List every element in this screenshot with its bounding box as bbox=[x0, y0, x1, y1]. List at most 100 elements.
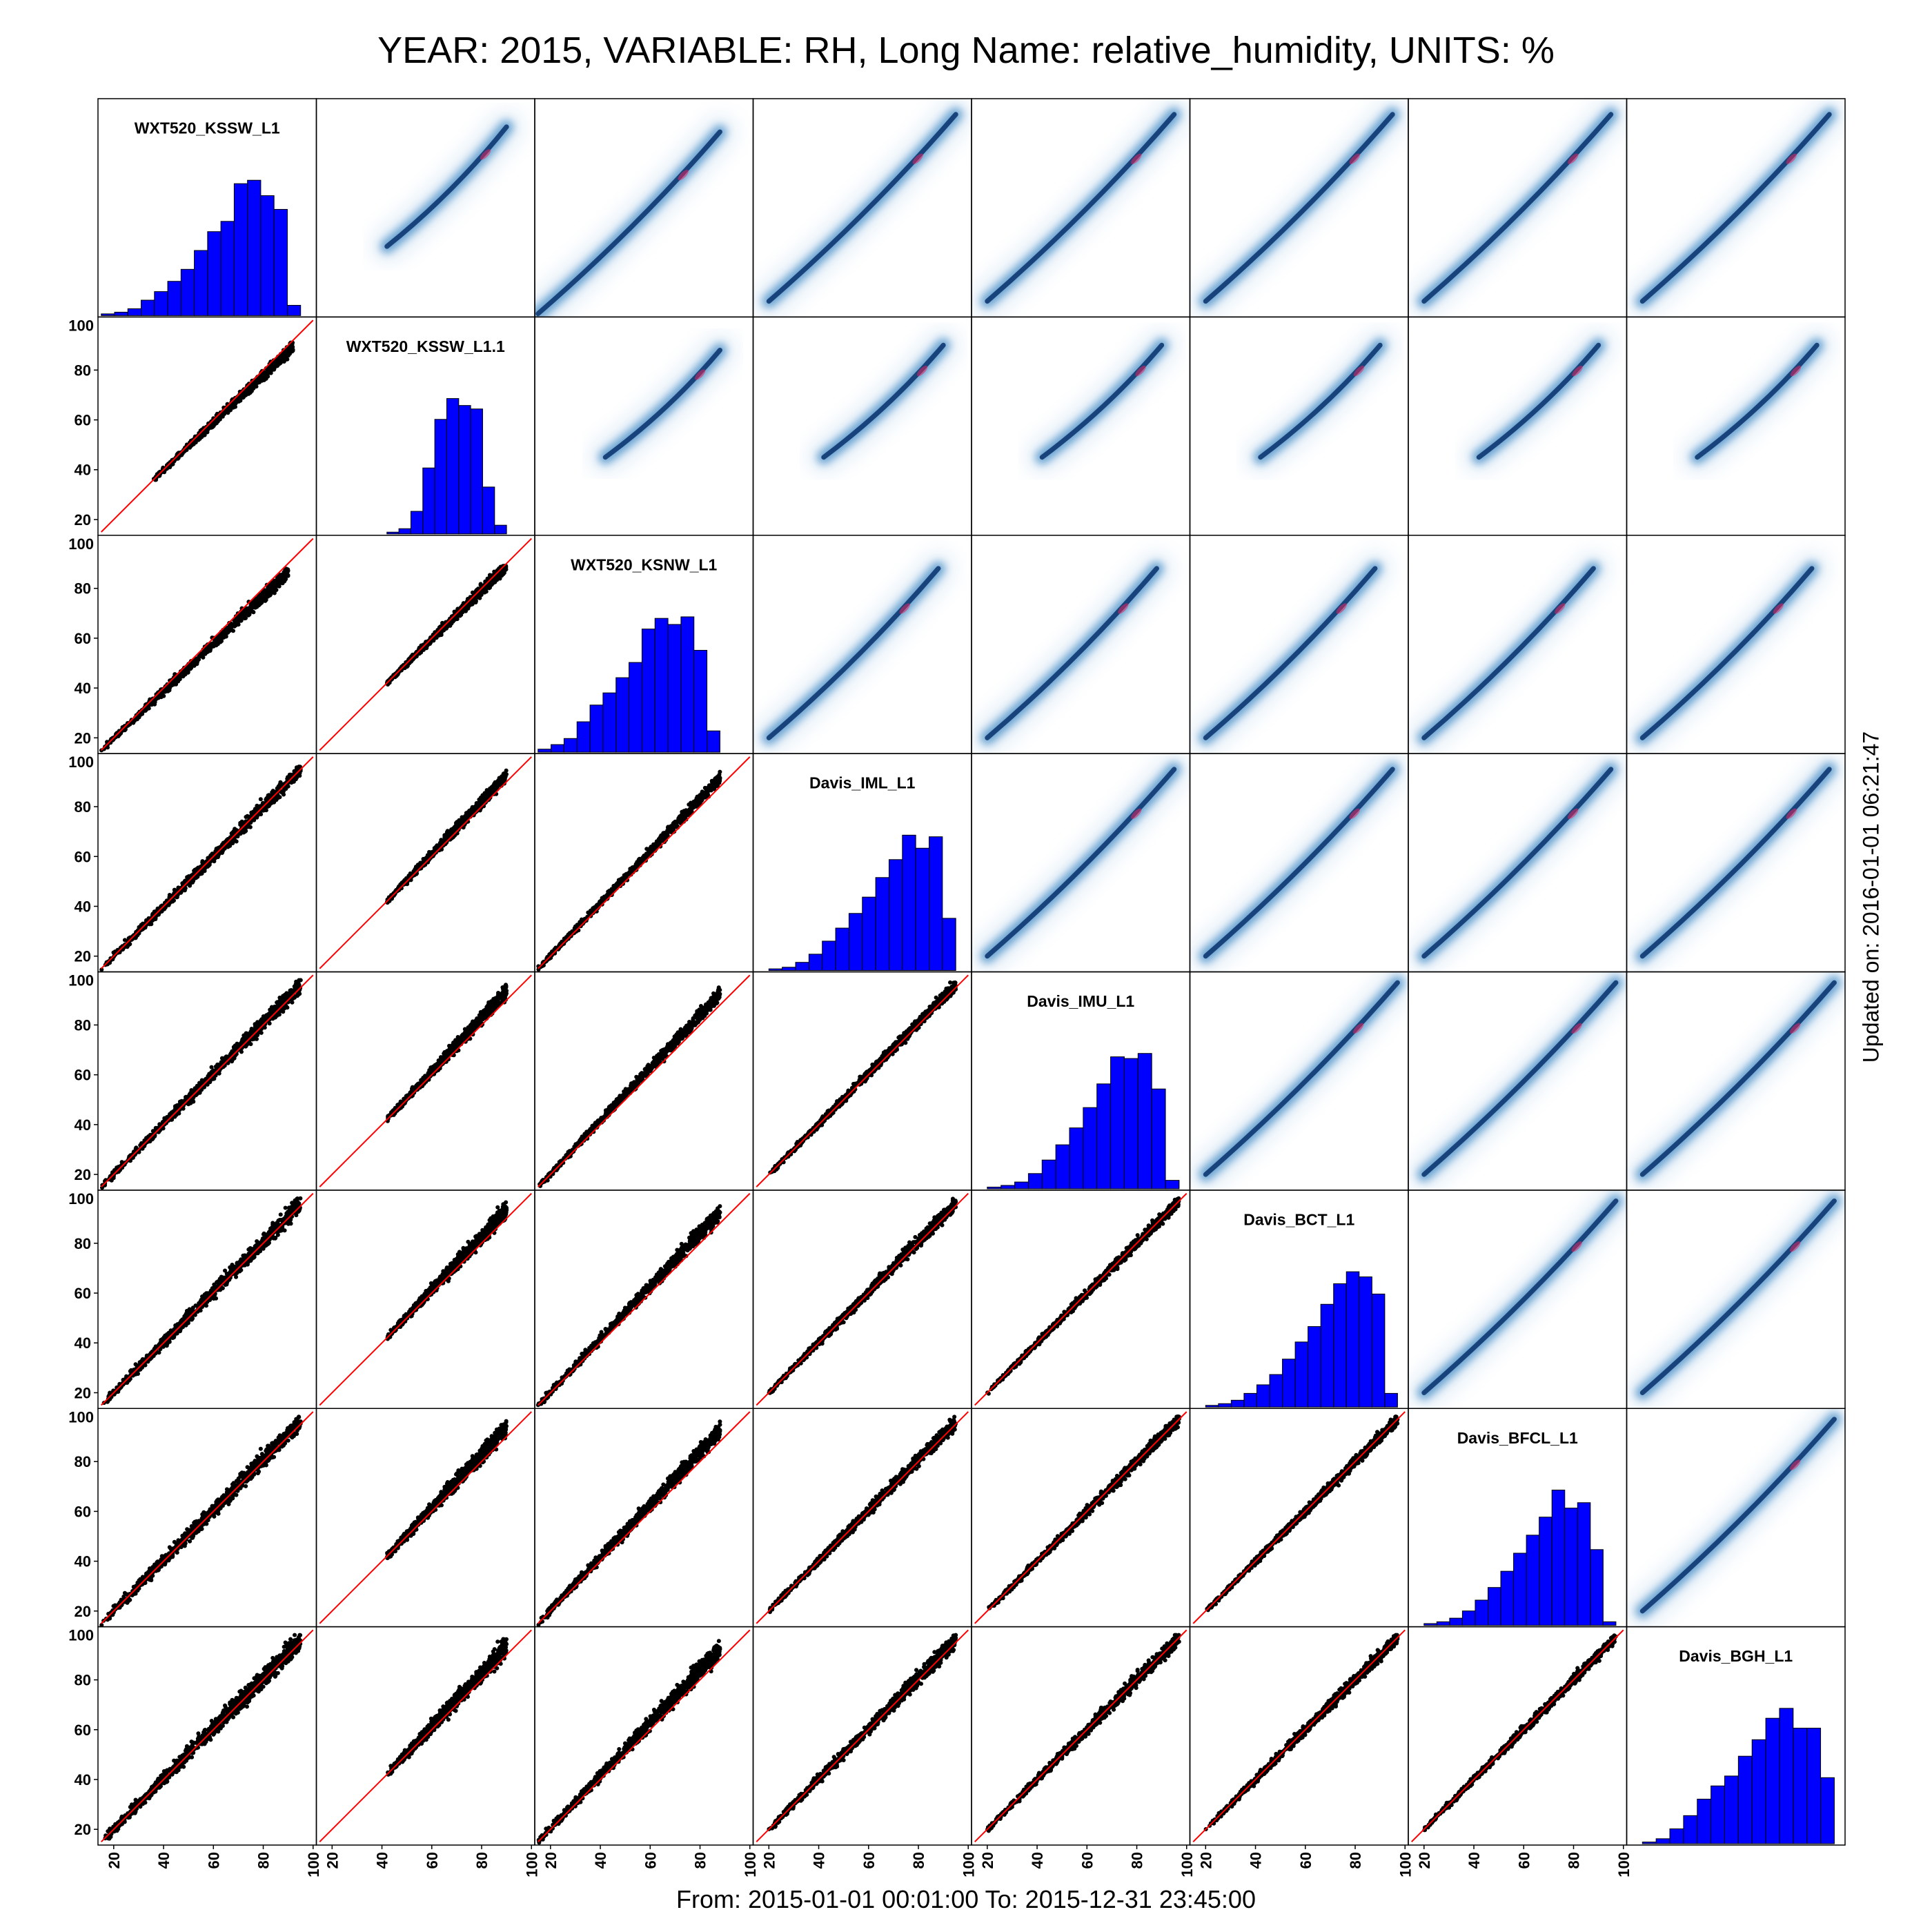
histogram-bar bbox=[127, 308, 142, 316]
histogram-bar bbox=[1820, 1777, 1835, 1844]
histogram-bar bbox=[1230, 1399, 1245, 1408]
x-tick-label: 80 bbox=[910, 1852, 927, 1869]
scatter-points bbox=[767, 1633, 958, 1831]
density-core bbox=[1203, 112, 1395, 304]
histogram-bar bbox=[888, 859, 903, 971]
histogram-panel: Davis_IMU_L1 bbox=[987, 992, 1180, 1190]
density-panel bbox=[1408, 99, 1626, 317]
density-panel bbox=[808, 330, 959, 473]
density-core bbox=[1639, 1417, 1837, 1614]
one-to-one-line bbox=[756, 974, 969, 1187]
one-to-one-line bbox=[101, 1192, 314, 1406]
scatter-panel bbox=[536, 756, 751, 972]
density-core bbox=[1639, 980, 1837, 1177]
scatter-panel bbox=[538, 974, 751, 1188]
histogram-bar bbox=[1539, 1517, 1552, 1626]
histogram-bar bbox=[194, 250, 208, 316]
x-tick-label: 60 bbox=[424, 1852, 441, 1869]
y-tick-label: 20 bbox=[75, 511, 91, 529]
histogram-bar bbox=[1320, 1303, 1334, 1408]
density-peak bbox=[1131, 153, 1142, 164]
y-tick-label: 80 bbox=[75, 362, 91, 379]
histogram-bar bbox=[667, 624, 682, 753]
scatter-panel bbox=[1192, 1411, 1406, 1624]
scatter-panel bbox=[756, 974, 969, 1187]
scatter-panel bbox=[535, 1192, 751, 1408]
panel-border bbox=[1626, 1626, 1846, 1846]
histogram-bar bbox=[398, 528, 411, 535]
scatter-points bbox=[536, 1419, 722, 1627]
one-to-one-line bbox=[101, 538, 314, 751]
variable-label: WXT520_KSSW_L1 bbox=[135, 119, 280, 137]
histogram-bar bbox=[1256, 1384, 1270, 1408]
histogram-bar bbox=[1384, 1392, 1398, 1408]
x-tick-label: 40 bbox=[811, 1852, 828, 1869]
y-tick-label: 80 bbox=[75, 1235, 91, 1252]
histogram-bar bbox=[1096, 1083, 1112, 1190]
x-tick-label: 80 bbox=[255, 1852, 273, 1869]
histogram-bar bbox=[915, 847, 929, 972]
y-tick-label: 60 bbox=[75, 1067, 91, 1084]
histogram-bar bbox=[987, 1186, 1002, 1190]
histogram-bar bbox=[1308, 1326, 1321, 1408]
scatter-panel bbox=[1192, 1629, 1406, 1842]
x-tick-label: 20 bbox=[760, 1852, 778, 1869]
density-peak bbox=[480, 149, 491, 160]
histogram-bar bbox=[1218, 1403, 1232, 1408]
density-core bbox=[1203, 566, 1378, 740]
density-peak bbox=[1568, 808, 1579, 819]
density-panel bbox=[371, 111, 522, 262]
histogram-bar bbox=[589, 704, 604, 753]
x-tick-label: 40 bbox=[155, 1852, 172, 1869]
y-tick-label: 60 bbox=[75, 412, 91, 429]
x-tick-label: 20 bbox=[324, 1852, 341, 1869]
density-panel bbox=[1627, 972, 1845, 1190]
histogram-bar bbox=[563, 738, 578, 753]
one-to-one-line bbox=[101, 974, 314, 1187]
histogram-bar bbox=[1779, 1708, 1794, 1844]
histogram-bar bbox=[782, 967, 796, 972]
x-tick-label: 20 bbox=[979, 1852, 996, 1869]
histogram-bar bbox=[1683, 1815, 1698, 1844]
one-to-one-line bbox=[319, 1411, 532, 1624]
histogram-bar bbox=[654, 618, 669, 753]
y-tick-label: 20 bbox=[75, 1821, 91, 1838]
density-core bbox=[1639, 112, 1832, 304]
histogram-bar bbox=[835, 927, 849, 972]
y-tick-label: 20 bbox=[75, 1384, 91, 1401]
histogram-bar bbox=[233, 183, 248, 316]
lower-scatter-panels bbox=[99, 319, 1624, 1845]
histogram-bar bbox=[680, 616, 695, 753]
histogram-bar bbox=[458, 405, 471, 535]
chart-title: YEAR: 2015, VARIABLE: RH, Long Name: rel… bbox=[377, 30, 1555, 71]
histogram-bar bbox=[1282, 1359, 1296, 1408]
one-to-one-line bbox=[319, 756, 532, 969]
x-tick-label: 60 bbox=[1515, 1852, 1532, 1869]
histogram-bar bbox=[1165, 1180, 1180, 1190]
upper-density-panels bbox=[371, 99, 1845, 1626]
histogram-bar bbox=[1751, 1739, 1766, 1844]
histogram-bar bbox=[1151, 1088, 1166, 1190]
histogram-bar bbox=[1269, 1374, 1283, 1408]
histogram-bar bbox=[928, 836, 943, 972]
histogram-bar bbox=[1371, 1293, 1386, 1408]
histogram-bar bbox=[1737, 1755, 1753, 1844]
histogram-bar bbox=[1551, 1489, 1566, 1626]
x-tick-label: 60 bbox=[205, 1852, 222, 1869]
density-peak bbox=[1572, 365, 1583, 377]
histogram-bar bbox=[1590, 1549, 1604, 1626]
density-peak bbox=[1571, 1241, 1582, 1252]
density-panel bbox=[1027, 330, 1177, 473]
histogram-bar bbox=[902, 834, 916, 972]
histogram-bar bbox=[808, 954, 823, 972]
y-tick-label: 60 bbox=[75, 1722, 91, 1739]
density-core bbox=[1639, 566, 1815, 740]
density-core bbox=[384, 124, 509, 249]
histogram-bar bbox=[1475, 1599, 1489, 1626]
histogram-bar bbox=[1436, 1621, 1450, 1626]
density-peak bbox=[1336, 603, 1347, 614]
histogram-bar bbox=[1602, 1621, 1617, 1626]
histogram-panel: Davis_BFCL_L1 bbox=[1423, 1429, 1617, 1626]
density-peak bbox=[1790, 365, 1802, 377]
one-to-one-line bbox=[974, 1411, 1187, 1624]
